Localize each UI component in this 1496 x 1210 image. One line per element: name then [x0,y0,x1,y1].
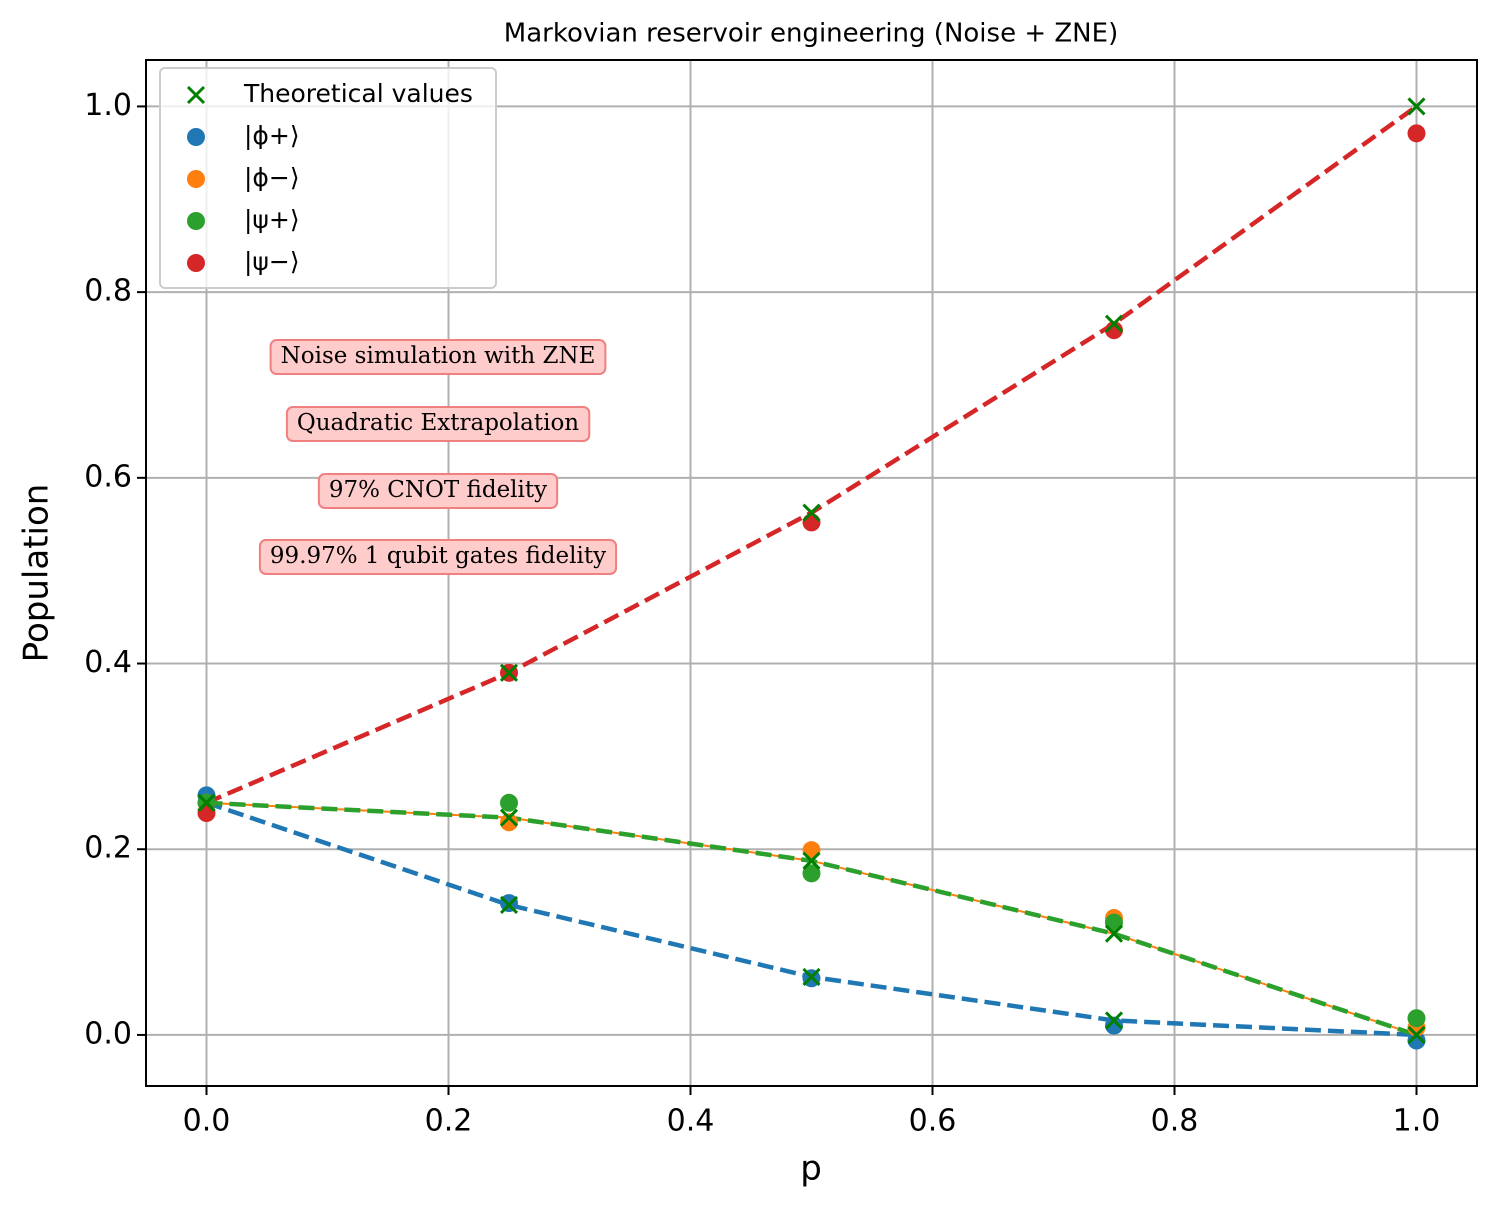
annotation-text: 97% CNOT fidelity [329,477,547,503]
data-point [1407,1009,1426,1028]
data-point [1104,1011,1124,1030]
data-point [1407,97,1426,116]
data-point [500,793,518,812]
annotation-box [285,406,591,442]
annotation-text: Quadratic Extrapolation [297,410,579,436]
data-point [197,793,216,812]
y-axis-label: Population [17,484,57,663]
annotation-box [258,539,618,575]
x-marker-stroke [802,503,821,522]
data-point [1104,924,1124,943]
data-point [197,804,216,823]
x-marker-stroke [1104,924,1124,943]
y-tick-label: 0.2 [84,831,132,866]
x-marker-stroke [1407,1025,1426,1044]
annotation: 99.97% 1 qubit gates fidelity [258,539,618,575]
data-point [1407,1025,1426,1044]
legend-label: |ψ+⟩ [244,205,300,234]
legend-label: Theoretical values [243,79,473,108]
data-point [1407,1031,1426,1050]
legend-box [159,67,497,289]
x-marker-stroke [499,808,519,827]
annotation-text: Noise simulation with ZNE [281,343,596,369]
data-point [802,864,821,883]
data-point [1407,124,1426,143]
y-tick-label: 0.6 [84,459,132,494]
data-point [802,967,821,986]
y-tick-label: 0.8 [84,274,132,309]
annotation: 97% CNOT fidelity [317,473,559,509]
annotation-text: 99.97% 1 qubit gates fidelity [270,543,606,569]
data-point [1105,321,1123,340]
y-tick-label: 0.4 [84,645,132,680]
plot-frame [145,59,1478,1087]
data-point [802,851,821,870]
x-axis-label: p [800,1149,822,1189]
x-marker-stroke [1407,97,1426,116]
annotation: Quadratic Extrapolation [285,406,591,442]
y-tick-label: 0.0 [84,1016,132,1051]
x-marker-stroke [499,895,519,915]
x-tick-label: 0.4 [667,1104,715,1139]
legend-marker [187,170,205,188]
x-marker-stroke [1104,314,1124,333]
annotation-box [317,473,559,509]
x-tick-label: 0.2 [425,1104,473,1139]
x-marker-stroke [802,851,821,870]
y-tick-label: 1.0 [84,88,132,123]
data-point [1105,913,1123,932]
data-point [802,513,821,532]
x-marker-stroke [1104,1011,1124,1030]
legend-marker [187,212,205,230]
x-marker-stroke [499,663,519,682]
x-tick-label: 0.6 [909,1104,957,1139]
x-tick-label: 0.0 [183,1104,231,1139]
data-point [1105,1016,1123,1035]
legend-marker [187,128,205,146]
data-point [499,663,519,682]
legend-label: |ϕ+⟩ [244,121,300,150]
legend: Theoretical values |ϕ+⟩ |ϕ−⟩ |ψ+⟩ |ψ−⟩ [159,67,497,289]
annotation: Noise simulation with ZNE [269,339,607,375]
data-point [802,503,821,522]
legend-label: |ϕ−⟩ [244,163,300,192]
annotation-box [269,339,607,375]
legend-marker [187,254,205,272]
data-point [500,813,518,832]
chart-title: Markovian reservoir engineering (Noise +… [504,19,1118,49]
x-marker-stroke [802,967,821,986]
data-point [1104,314,1124,333]
legend-marker [186,85,206,105]
data-point [499,895,519,915]
data-point [499,808,519,827]
x-tick-label: 0.8 [1151,1104,1199,1139]
legend-label: |ψ−⟩ [244,247,300,276]
x-marker-stroke [197,793,216,812]
x-tick-label: 1.0 [1393,1104,1441,1139]
